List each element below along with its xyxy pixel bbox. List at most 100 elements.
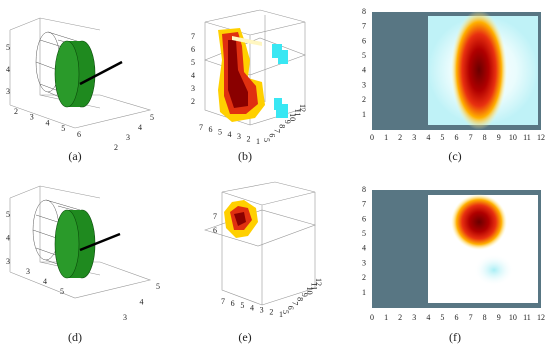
x-tick-label: 4 xyxy=(228,130,232,139)
x-tick-label: 11 xyxy=(523,313,531,322)
z-tick-label: 5 xyxy=(191,58,195,67)
x-tick-label: 5 xyxy=(60,287,64,296)
y-tick-label: 8 xyxy=(295,297,304,301)
x-tick-label: 2 xyxy=(398,133,402,142)
x-tick-label: 5 xyxy=(218,127,222,136)
y-tick-label: 7 xyxy=(362,22,366,31)
x-tick-label: 3 xyxy=(237,132,241,141)
x-tick-label: 1 xyxy=(384,313,388,322)
panel-c-heatmap xyxy=(372,10,541,130)
x-tick-label: 10 xyxy=(509,133,517,142)
y-tick-label: 5 xyxy=(362,229,366,238)
x-tick-label: 7 xyxy=(469,133,473,142)
x-tick-label: 8 xyxy=(483,133,487,142)
y-tick-label: 8 xyxy=(362,7,366,16)
x-tick-label: 9 xyxy=(497,133,501,142)
x-tick-label: 7 xyxy=(199,123,203,132)
z-tick-label: 2 xyxy=(191,97,195,106)
y-tick-label: 10 xyxy=(288,113,297,121)
y-tick-label: 7 xyxy=(362,200,366,209)
x-tick-label: 3 xyxy=(260,305,264,314)
y-tick-label: 3 xyxy=(126,133,130,142)
x-tick-label: 12 xyxy=(537,313,545,322)
panel-caption: (a) xyxy=(68,149,81,163)
y-tick-label: 8 xyxy=(278,124,287,128)
x-tick-label: 12 xyxy=(537,133,545,142)
x-tick-label: 3 xyxy=(30,113,34,122)
y-tick-label: 12 xyxy=(298,104,307,112)
x-tick-label: 8 xyxy=(483,313,487,322)
y-tick-label: 1 xyxy=(362,110,366,119)
z-tick-label: 3 xyxy=(191,84,195,93)
y-tick-label: 2 xyxy=(362,95,366,104)
x-tick-label: 2 xyxy=(14,107,18,116)
x-tick-label: 2 xyxy=(398,313,402,322)
y-tick-label: 3 xyxy=(362,258,366,267)
y-tick-label: 4 xyxy=(362,66,366,75)
y-tick-label: 6 xyxy=(362,214,366,223)
x-tick-label: 2 xyxy=(247,134,251,143)
z-tick-label: 5 xyxy=(6,210,10,219)
z-tick-label: 6 xyxy=(213,226,217,235)
z-tick-label: 4 xyxy=(191,71,195,80)
x-tick-label: 3 xyxy=(412,133,416,142)
z-tick-label: 3 xyxy=(6,87,10,96)
panel-caption: (c) xyxy=(448,149,461,163)
x-tick-label: 5 xyxy=(61,124,65,133)
x-tick-label: 1 xyxy=(279,310,283,319)
y-tick-label: 9 xyxy=(283,120,292,124)
z-tick-label: 7 xyxy=(213,212,217,221)
z-tick-label: 6 xyxy=(191,45,195,54)
x-tick-label: 3 xyxy=(26,267,30,276)
x-tick-label: 0 xyxy=(370,133,374,142)
z-tick-label: 7 xyxy=(191,32,195,41)
x-tick-label: 6 xyxy=(455,133,459,142)
x-tick-label: 4 xyxy=(426,133,430,142)
y-tick-label: 3 xyxy=(123,313,127,322)
x-tick-label: 10 xyxy=(509,313,517,322)
panel-f-heatmap xyxy=(372,190,541,308)
y-tick-label: 3 xyxy=(362,80,366,89)
y-tick-label: 5 xyxy=(150,113,154,122)
z-tick-label: 5 xyxy=(6,43,10,52)
x-tick-label: 0 xyxy=(370,313,374,322)
x-tick-label: 1 xyxy=(256,137,260,146)
y-tick-label: 5 xyxy=(262,138,271,142)
x-tick-label: 1 xyxy=(384,133,388,142)
y-tick-label: 6 xyxy=(362,36,366,45)
x-tick-label: 4 xyxy=(46,118,50,127)
x-tick-label: 6 xyxy=(209,125,213,134)
y-tick-label: 4 xyxy=(362,244,366,253)
y-tick-label: 4 xyxy=(140,297,144,306)
z-tick-label: 4 xyxy=(6,65,10,74)
panel-d-graphic xyxy=(9,185,152,299)
panel-caption: (f) xyxy=(449,330,461,344)
y-tick-label: 11 xyxy=(309,282,318,290)
y-tick-label: 1 xyxy=(362,288,366,297)
panel-caption: (b) xyxy=(238,149,252,163)
y-tick-label: 10 xyxy=(305,287,314,295)
x-tick-label: 6 xyxy=(77,130,81,139)
y-tick-label: 9 xyxy=(300,293,309,297)
y-tick-label: 5 xyxy=(156,282,160,291)
z-tick-label: 3 xyxy=(6,257,10,266)
y-tick-label: 5 xyxy=(362,51,366,60)
y-tick-label: 7 xyxy=(272,129,281,133)
y-tick-label: 7 xyxy=(291,301,300,305)
x-tick-label: 4 xyxy=(426,313,430,322)
x-tick-label: 11 xyxy=(523,133,531,142)
panel-a-graphic xyxy=(9,17,152,129)
y-tick-label: 12 xyxy=(314,278,323,286)
panel-caption: (e) xyxy=(238,330,251,344)
x-tick-label: 5 xyxy=(440,133,444,142)
y-tick-label: 2 xyxy=(362,273,366,282)
x-tick-label: 4 xyxy=(250,303,254,312)
y-tick-label: 6 xyxy=(286,306,295,310)
y-tick-label: 8 xyxy=(362,185,366,194)
panel-e-graphic xyxy=(204,181,316,306)
x-tick-label: 3 xyxy=(412,313,416,322)
x-tick-label: 9 xyxy=(497,313,501,322)
y-tick-label: 4 xyxy=(138,123,142,132)
y-tick-label: 5 xyxy=(281,310,290,314)
